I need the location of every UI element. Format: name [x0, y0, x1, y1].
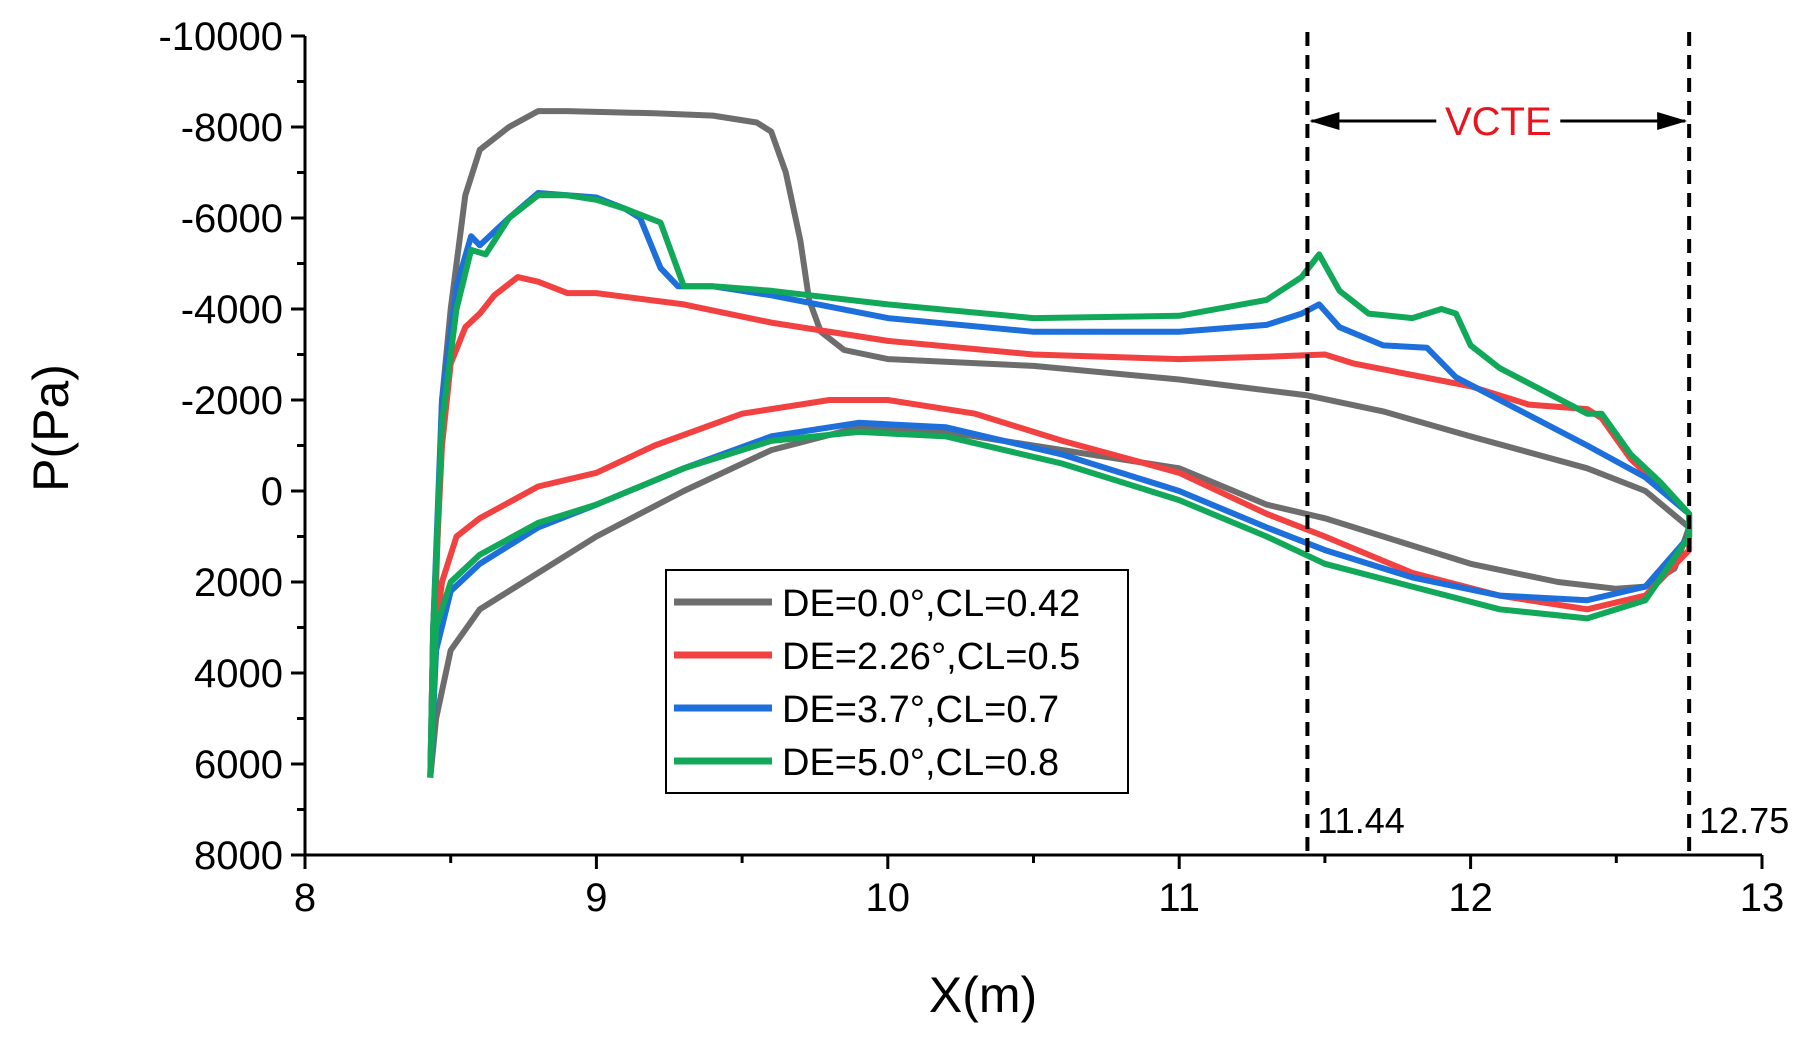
legend: DE=0.0°,CL=0.42 DE=2.26°,CL=0.5 DE=3.7°,… — [665, 569, 1129, 794]
axes-layer: 8 9 10 11 12 13 -10000 -8000 -6000 -4000 -2000 0 200… — [158, 15, 1784, 920]
y-tick-label-0: -10000 — [158, 15, 283, 59]
x-tick-label-4: 12 — [1448, 876, 1493, 920]
x-tick-label-1: 9 — [585, 876, 607, 920]
y-tick-label-6: 2000 — [194, 561, 283, 605]
annotation-layer: 11.44 12.75 VCTE — [1305, 32, 1789, 855]
vcte-boundary-label-1: 12.75 — [1699, 800, 1789, 841]
x-tick-label-0: 8 — [294, 876, 316, 920]
vcte-arrowhead-right — [1657, 112, 1688, 130]
legend-label-1: DE=2.26°,CL=0.5 — [782, 636, 1080, 678]
y-tick-label-3: -4000 — [181, 288, 283, 332]
vcte-arrowhead-left — [1309, 112, 1340, 130]
x-tick-label-5: 13 — [1740, 876, 1785, 920]
y-axis-title: P(Pa) — [23, 364, 79, 492]
series-layer — [427, 108, 1693, 778]
y-tick-label-9: 8000 — [194, 834, 283, 878]
y-tick-label-2: -6000 — [181, 197, 283, 241]
y-tick-label-4: -2000 — [181, 379, 283, 423]
y-tick-label-1: -8000 — [181, 106, 283, 150]
legend-label-3: DE=5.0°,CL=0.8 — [782, 742, 1059, 784]
legend-label-0: DE=0.0°,CL=0.42 — [782, 583, 1080, 625]
x-axis-title: X(m) — [929, 967, 1037, 1023]
y-tick-label-8: 6000 — [194, 743, 283, 787]
x-tick-label-3: 11 — [1158, 876, 1200, 920]
series-line-3 — [427, 192, 1693, 778]
y-tick-label-5: 0 — [261, 470, 283, 514]
vcte-boundary-label-0: 11.44 — [1317, 800, 1404, 841]
vcte-label: VCTE — [1445, 100, 1552, 144]
y-tick-label-7: 4000 — [194, 652, 283, 696]
legend-box — [665, 569, 1129, 794]
x-tick-label-2: 10 — [866, 876, 911, 920]
legend-label-2: DE=3.7°,CL=0.7 — [782, 689, 1059, 731]
